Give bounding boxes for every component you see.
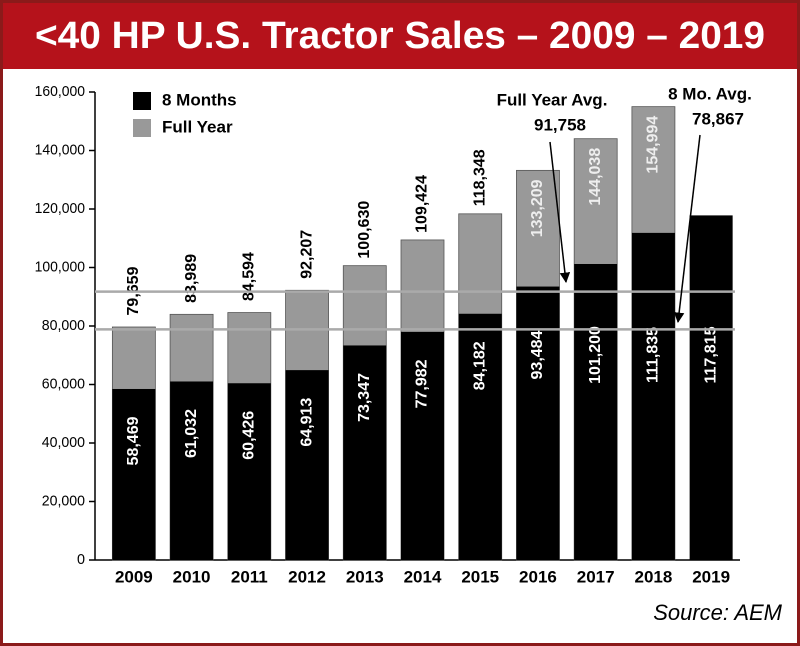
x-tick-label: 2011	[231, 567, 268, 586]
bar-label: 93,484	[529, 330, 546, 379]
x-tick-label: 2009	[115, 567, 153, 586]
bar-label: 83,989	[183, 254, 200, 303]
bar-label: 61,032	[183, 409, 200, 458]
bar	[343, 345, 387, 560]
y-tick-label: 0	[77, 551, 85, 568]
bar-label: 84,182	[471, 341, 488, 390]
y-tick-label: 140,000	[35, 141, 85, 158]
bar	[574, 263, 618, 560]
bar	[227, 383, 271, 560]
x-tick-label: 2010	[173, 567, 211, 586]
bar-label: 77,982	[414, 359, 431, 408]
y-tick-label: 160,000	[35, 83, 85, 100]
bar	[112, 388, 156, 560]
annotation-value: 91,758	[534, 115, 586, 134]
annotation-arrow	[549, 141, 571, 284]
x-tick-label: 2015	[461, 567, 499, 586]
bar	[516, 286, 560, 560]
bar	[631, 232, 675, 560]
x-tick-label: 2013	[346, 567, 384, 586]
bar-label: 109,424	[414, 175, 431, 233]
annotation-label: 8 Mo. Avg.	[668, 84, 752, 103]
bar	[401, 331, 444, 560]
bar-label: 133,209	[529, 179, 546, 237]
bar-label: 117,815	[702, 326, 719, 383]
y-tick-label: 120,000	[35, 200, 85, 217]
bar-label: 118,348	[471, 149, 488, 206]
annotation-arrow	[673, 134, 701, 324]
annotation-label: Full Year Avg.	[497, 90, 608, 109]
bar-label: 92,207	[298, 230, 315, 279]
bar	[170, 381, 214, 560]
y-tick-label: 100,000	[35, 258, 85, 275]
chart-title: <40 HP U.S. Tractor Sales – 2009 – 2019	[35, 15, 765, 57]
x-tick-label: 2016	[519, 567, 557, 586]
bar-label: 144,038	[587, 148, 604, 206]
legend-label: 8 Months	[162, 90, 237, 109]
bar-label: 84,594	[241, 252, 258, 301]
x-tick-label: 2012	[288, 567, 326, 586]
bar-label: 100,630	[356, 201, 373, 259]
bar	[285, 370, 329, 560]
bar-label: 154,994	[645, 116, 662, 174]
bar-label: 58,469	[125, 416, 142, 465]
legend-swatch	[133, 92, 151, 110]
y-tick-label: 20,000	[42, 492, 85, 509]
bar-label: 60,426	[241, 411, 258, 460]
source: Source: AEM	[653, 600, 782, 625]
y-tick-label: 40,000	[42, 434, 85, 451]
y-tick-label: 60,000	[42, 375, 85, 392]
annotation-value: 78,867	[692, 109, 744, 128]
bar	[458, 313, 502, 560]
bar-label: 101,200	[587, 326, 604, 384]
bar-label: 73,347	[356, 373, 373, 422]
legend-label: Full Year	[162, 117, 233, 136]
bar-label: 64,913	[298, 398, 315, 447]
title-bar	[3, 3, 797, 69]
x-tick-label: 2019	[692, 567, 730, 586]
legend-swatch	[133, 119, 151, 137]
bar-label: 111,835	[645, 327, 662, 383]
x-tick-label: 2018	[634, 567, 672, 586]
x-tick-label: 2014	[404, 567, 442, 586]
x-tick-label: 2017	[577, 567, 615, 586]
bar	[689, 215, 733, 561]
y-tick-label: 80,000	[42, 317, 85, 334]
